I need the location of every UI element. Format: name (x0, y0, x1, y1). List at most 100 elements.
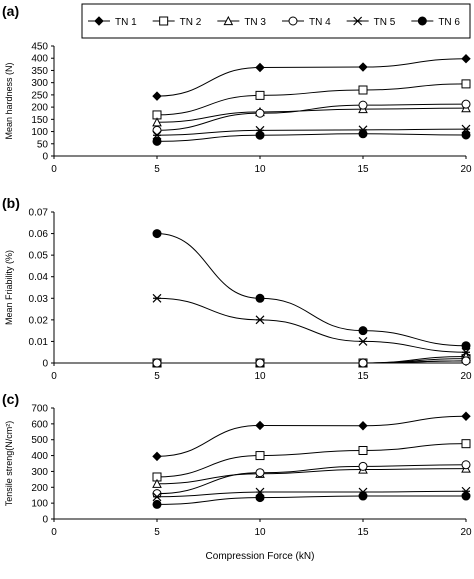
data-point (152, 358, 162, 368)
series-5 (152, 293, 471, 357)
x-tick-label: 20 (460, 527, 472, 538)
data-point (358, 62, 368, 72)
data-point (255, 293, 265, 303)
series-3 (152, 351, 471, 368)
data-point (255, 420, 265, 431)
legend-entry: TN 1 (88, 16, 137, 28)
data-point (461, 54, 471, 64)
legend-marker-triangle-open (223, 15, 234, 26)
legend-label: TN 6 (438, 17, 460, 28)
y-tick-label: 0.06 (29, 229, 49, 240)
y-tick-label: 0.07 (29, 208, 49, 219)
series-5 (152, 124, 471, 140)
y-axis-label: Mean hardness (N) (4, 62, 14, 139)
data-point (358, 129, 368, 139)
data-point (358, 421, 368, 431)
legend-entry: TN 3 (217, 15, 266, 28)
data-point (152, 293, 162, 303)
data-point (461, 99, 471, 109)
y-tick-label: 700 (31, 404, 48, 415)
legend-entry: TN 5 (346, 16, 396, 28)
data-point (358, 445, 368, 455)
data-point (152, 125, 162, 135)
series-6 (152, 129, 471, 146)
legend-label: TN 1 (115, 17, 137, 28)
series-2 (152, 354, 471, 368)
x-tick-label: 5 (154, 527, 160, 538)
legend-marker-circle-open (288, 16, 298, 26)
legend-label: TN 2 (180, 17, 202, 28)
legend: TN 1 TN 2 TN 3 TN 4 TN 5 TN 6 (81, 3, 471, 39)
x-tick-label: 10 (254, 527, 266, 538)
panel-3: (c) 0 100 200 300 400 500 600 700 0 5 10 15 20 Tensile… (2, 391, 472, 562)
series-line (156, 297, 467, 353)
data-point (461, 460, 471, 470)
y-axis-label: Tensile streng(N/cm²) (4, 421, 14, 507)
data-point (358, 337, 368, 346)
x-tick-label: 0 (51, 527, 57, 538)
data-point (255, 358, 265, 368)
y-tick-label: 0.01 (29, 337, 49, 348)
series-line (156, 233, 467, 347)
data-point (358, 491, 368, 501)
data-point (358, 100, 368, 110)
y-tick-label: 0.03 (29, 294, 49, 305)
data-point (358, 326, 368, 336)
data-point (152, 91, 162, 101)
series-line (156, 58, 467, 97)
y-tick-label: 300 (31, 467, 48, 478)
y-tick-label: 0.04 (29, 272, 49, 283)
legend-entry: TN 6 (411, 16, 460, 28)
series-line (156, 107, 467, 123)
series-line (156, 360, 467, 364)
y-tick-label: 350 (31, 66, 48, 77)
legend-box (81, 3, 471, 39)
legend-marker-circle-filled (417, 16, 427, 26)
data-point (255, 90, 265, 100)
data-point (152, 478, 162, 488)
y-tick-label: 100 (31, 499, 48, 510)
y-tick-label: 450 (31, 42, 48, 53)
series-line (156, 128, 467, 136)
series-line (156, 443, 467, 478)
y-tick-label: 250 (31, 90, 48, 101)
x-tick-label: 10 (254, 371, 266, 382)
panel-label: (b) (2, 195, 20, 211)
y-tick-label: 0 (42, 515, 48, 526)
data-point (255, 108, 265, 118)
x-tick-label: 0 (51, 371, 57, 382)
data-point (255, 451, 265, 461)
x-tick-label: 0 (51, 164, 57, 175)
x-tick-label: 10 (254, 164, 266, 175)
series-5 (152, 486, 471, 502)
x-tick-label: 15 (357, 527, 369, 538)
data-point (461, 341, 471, 351)
x-tick-label: 15 (357, 164, 369, 175)
x-tick-label: 20 (460, 371, 472, 382)
x-tick-label: 5 (154, 371, 160, 382)
data-point (461, 439, 471, 449)
data-point (255, 62, 265, 73)
series-1 (152, 411, 471, 462)
legend-marker-diamond (94, 16, 104, 26)
y-tick-label: 0.05 (29, 251, 49, 262)
series-2 (152, 439, 471, 482)
y-tick-label: 0 (42, 152, 48, 163)
panel-label: (c) (2, 391, 19, 407)
data-point (255, 468, 265, 478)
panel-2: (b) 0 0.01 0.02 0.03 0.04 0.05 0.06 0.07 0 5 10 15 20… (2, 195, 472, 382)
y-tick-label: 150 (31, 115, 48, 126)
y-tick-label: 100 (31, 127, 48, 138)
data-point (358, 85, 368, 95)
x-axis-label: Compression Force (kN) (206, 551, 315, 562)
legend-label: TN 3 (244, 17, 266, 28)
legend-marker-asterisk (353, 16, 363, 26)
data-point (461, 356, 471, 366)
series-line (156, 464, 467, 495)
data-point (152, 499, 162, 509)
data-point (255, 315, 265, 325)
data-point (152, 229, 162, 239)
series-6 (152, 229, 471, 351)
